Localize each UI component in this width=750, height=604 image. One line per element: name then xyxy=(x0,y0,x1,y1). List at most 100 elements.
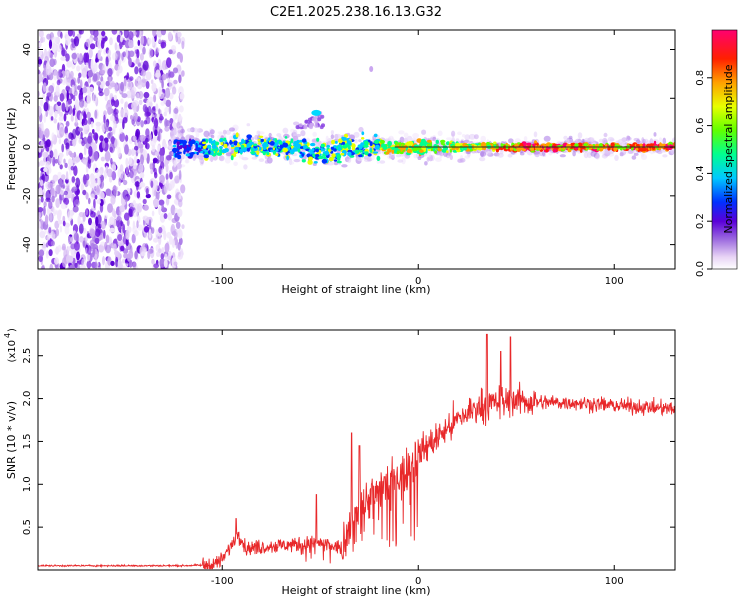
spectrogram-noise-blob xyxy=(97,49,101,60)
spectrogram-ridge-blob xyxy=(427,148,431,151)
spectrogram-noise-blob xyxy=(117,234,123,241)
spectrogram-noise-blob xyxy=(70,114,74,122)
spectrogram-ridge-blob xyxy=(476,145,482,151)
spectrogram-noise-blob xyxy=(38,69,41,75)
spectrogram-halo-blob xyxy=(193,127,198,133)
spectrogram-noise-blob xyxy=(143,226,150,233)
spectrogram-noise-blob xyxy=(53,148,58,160)
spectrogram-noise-blob xyxy=(52,174,59,182)
spectrogram-noise-blob xyxy=(178,199,183,208)
spectrogram-noise-blob xyxy=(135,30,140,38)
spectrogram-ridge-blob xyxy=(545,148,549,152)
spectrogram-ridge-blob xyxy=(301,138,307,143)
spectrogram-noise-blob xyxy=(142,104,148,113)
spectrogram-halo-blob xyxy=(662,154,668,158)
spectrogram-halo-blob xyxy=(421,129,427,135)
spectrogram-noise-blob xyxy=(153,167,157,175)
spectrogram-noise-blob xyxy=(122,223,126,234)
spectrogram-noise-blob xyxy=(158,199,165,206)
spectrogram-noise-blob xyxy=(153,159,157,164)
spectrogram-noise-blob xyxy=(179,92,185,100)
spectrogram-noise-blob xyxy=(132,200,136,206)
spectrogram-noise-blob xyxy=(96,199,101,204)
spectrogram-halo-blob xyxy=(640,154,648,160)
spectrogram-ridge-blob xyxy=(308,156,313,161)
spectrogram-halo-blob xyxy=(300,130,306,137)
spectrogram-noise-blob xyxy=(122,117,128,124)
spectrogram-noise-blob xyxy=(72,108,76,116)
spectrogram-ridge-blob xyxy=(185,147,192,151)
spectrogram-ridge-blob xyxy=(289,149,296,154)
spectrogram-noise-blob xyxy=(145,81,150,89)
spectrogram-halo-blob xyxy=(370,154,375,161)
spectrogram-noise-blob xyxy=(83,101,88,108)
spectrogram-ridge-blob xyxy=(360,142,365,146)
spectrogram-noise-blob xyxy=(45,164,50,176)
spectrogram-ridge-blob xyxy=(213,139,216,145)
spectrogram-halo-blob xyxy=(464,134,471,141)
spectrogram-ridge-blob xyxy=(441,148,447,153)
spectrogram-noise-blob xyxy=(139,172,145,179)
spectrogram-halo-blob xyxy=(641,137,645,144)
spectrogram-noise-blob xyxy=(150,138,156,147)
spectrogram-bump-blob xyxy=(314,120,319,125)
snr-ytick-label: 1.5 xyxy=(22,433,33,449)
spectrogram-halo-blob xyxy=(233,161,238,167)
spectrogram-ridge-blob xyxy=(235,132,239,138)
snr-ytick-label: 2.0 xyxy=(22,391,33,407)
spectrogram-noise-blob xyxy=(110,195,116,205)
spectrogram-noise-blob xyxy=(124,144,129,155)
spectrogram-halo-blob xyxy=(601,150,606,155)
snr-ytick-label: 0.5 xyxy=(22,519,33,535)
snr-scale-close: ) xyxy=(7,328,18,332)
spectrogram-noise-blob xyxy=(82,211,86,223)
spectrogram-ridge-blob xyxy=(326,144,331,148)
spectrogram-ridge-blob xyxy=(333,148,337,152)
spectrogram-ridge-blob xyxy=(372,151,379,154)
spectrogram-noise-blob xyxy=(64,222,70,228)
spectrogram-halo-blob xyxy=(353,131,360,138)
spectrogram-noise-blob xyxy=(126,253,131,262)
spectrogram-noise-blob xyxy=(60,56,66,61)
spectrogram-noise-blob xyxy=(59,111,64,117)
spectrogram-halo-blob xyxy=(222,129,227,135)
spectrogram-ridge-blob xyxy=(279,144,284,149)
spectrogram-noise-blob xyxy=(39,161,46,166)
spectrogram-noise-blob xyxy=(109,227,116,233)
spectrogram-noise-blob xyxy=(57,122,60,131)
spectrogram-ridge-blob xyxy=(574,143,579,147)
spectrogram-noise-blob xyxy=(93,198,96,209)
colorbar-tick-label: 0.2 xyxy=(695,213,706,229)
spectrogram-noise-blob xyxy=(75,177,81,188)
spectrogram-ridge-blob xyxy=(262,151,266,156)
spectrogram-ridge-blob xyxy=(359,144,363,149)
spectrogram-noise-blob xyxy=(166,179,169,190)
spectrogram-noise-blob xyxy=(153,237,159,243)
spectrogram-noise-blob xyxy=(172,67,179,74)
spectrogram-noise-blob xyxy=(59,93,65,102)
spectrogram-noise-blob xyxy=(168,104,172,115)
spectrogram-noise-blob xyxy=(149,163,153,170)
spectrogram-noise-blob xyxy=(125,134,129,142)
spectrogram-halo-blob xyxy=(403,137,408,143)
spectrogram-ridge-blob xyxy=(577,142,583,147)
spectrogram-halo-blob xyxy=(533,131,538,138)
spectrogram-noise-blob xyxy=(113,94,118,101)
spectrogram-ridge-blob xyxy=(613,146,618,152)
spectrogram-halo-blob xyxy=(635,139,641,144)
spectrogram-noise-blob xyxy=(85,192,89,200)
spectrogram-noise-blob xyxy=(95,228,101,238)
spectrogram-ridge-blob xyxy=(316,137,320,142)
spectrogram-ridge-blob xyxy=(412,148,418,152)
spectrogram-noise-blob xyxy=(90,58,94,70)
spectrogram-noise-blob xyxy=(91,221,96,229)
spectrogram-noise-blob xyxy=(132,209,139,218)
spectrogram-noise-blob xyxy=(78,223,84,234)
spectrogram-ridge-blob xyxy=(320,147,323,152)
spectrogram-noise-blob xyxy=(115,256,119,268)
spectrogram-ridge-blob xyxy=(177,154,182,160)
spectrogram-noise-blob xyxy=(49,263,54,269)
spectrogram-noise-blob xyxy=(133,230,139,237)
spectrogram-ridge-blob xyxy=(334,140,338,144)
spectrogram-noise-blob xyxy=(89,211,96,218)
